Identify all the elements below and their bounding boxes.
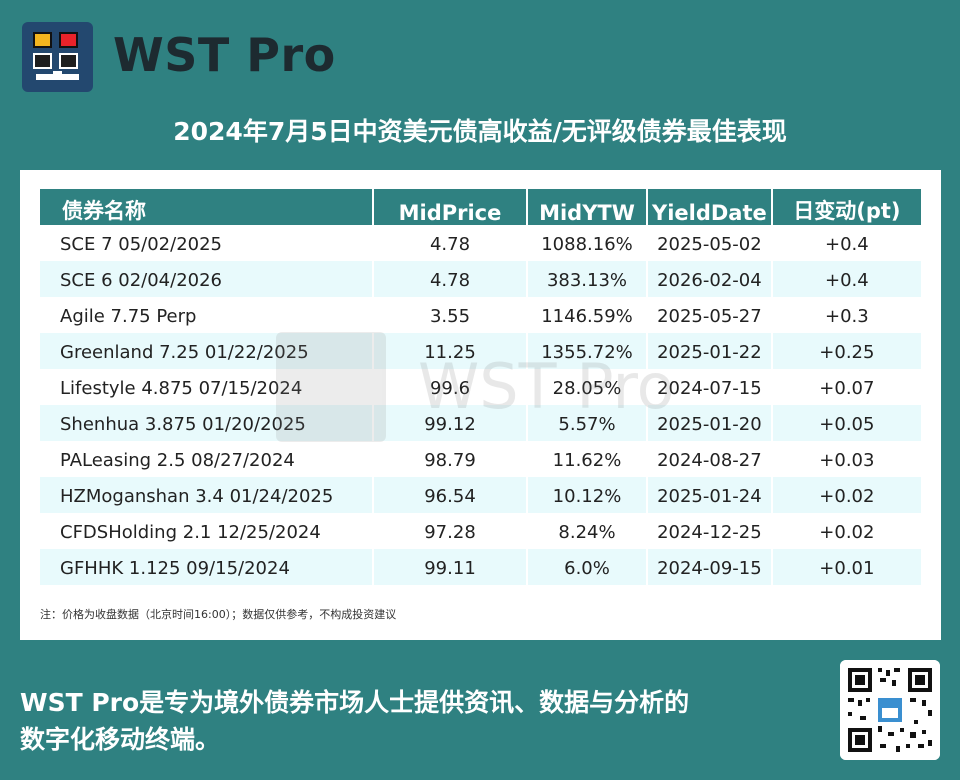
cell-yield-date: 2025-05-02 — [648, 225, 773, 261]
cell-bond-name: Agile 7.75 Perp — [40, 297, 374, 333]
cell-bond-name: GFHHK 1.125 09/15/2024 — [40, 549, 374, 585]
table-row: Agile 7.75 Perp 3.55 1146.59% 2025-05-27… — [40, 297, 921, 333]
cell-bond-name: Greenland 7.25 01/22/2025 — [40, 333, 374, 369]
header-daily-change: 日变动(pt) — [772, 189, 921, 225]
bond-table: 债券名称 MidPrice MidYTW YieldDate 日变动(pt) S… — [40, 189, 921, 585]
cell-daily-change: +0.01 — [772, 549, 921, 585]
cell-bond-name: PALeasing 2.5 08/27/2024 — [40, 441, 374, 477]
cell-yield-date: 2025-01-20 — [648, 405, 773, 441]
table-row: Greenland 7.25 01/22/2025 11.25 1355.72%… — [40, 333, 921, 369]
table-header-row: 债券名称 MidPrice MidYTW YieldDate 日变动(pt) — [40, 189, 921, 225]
cell-mid-price: 96.54 — [374, 477, 528, 513]
header-yield-date: YieldDate — [648, 189, 773, 225]
cell-daily-change: +0.02 — [772, 477, 921, 513]
cell-daily-change: +0.02 — [819, 521, 875, 543]
cell-bond-name: HZMoganshan 3.4 01/24/2025 — [40, 477, 374, 513]
cell-mid-price: 99.6 — [374, 369, 528, 405]
cell-mid-ytw: 1146.59% — [528, 297, 648, 333]
cell-mid-price: 4.78 — [374, 225, 528, 261]
cell-daily-change: +0.03 — [819, 449, 875, 471]
brand-logo-icon — [22, 22, 93, 92]
table-row: PALeasing 2.5 08/27/2024 98.79 11.62% 20… — [40, 441, 921, 477]
table-row: Lifestyle 4.875 07/15/2024 99.6 28.05% 2… — [40, 369, 921, 405]
table-row: GFHHK 1.125 09/15/2024 99.11 6.0% 2024-0… — [40, 549, 921, 585]
header-bond-name: 债券名称 — [40, 189, 374, 225]
cell-daily-change: +0.25 — [772, 333, 921, 369]
cell-bond-name: Lifestyle 4.875 07/15/2024 — [40, 369, 374, 405]
cell-yield-date: 2026-02-04 — [648, 261, 773, 297]
cell-daily-change: +0.4 — [825, 233, 869, 255]
cell-mid-ytw: 8.24% — [528, 513, 648, 549]
cell-mid-price: 3.55 — [374, 297, 528, 333]
table-row: Shenhua 3.875 01/20/2025 99.12 5.57% 202… — [40, 405, 921, 441]
cell-mid-ytw: 1355.72% — [528, 333, 648, 369]
cell-yield-date: 2024-12-25 — [648, 513, 773, 549]
cell-mid-ytw: 10.12% — [528, 477, 648, 513]
cell-daily-change: +0.3 — [825, 305, 869, 327]
cell-yield-date: 2025-05-27 — [648, 297, 773, 333]
cell-mid-ytw: 28.05% — [528, 369, 648, 405]
cell-yield-date: 2025-01-22 — [648, 333, 773, 369]
footer-line-1: WST Pro是专为境外债券市场人士提供资讯、数据与分析的 — [20, 688, 690, 717]
cell-yield-date: 2024-09-15 — [648, 549, 773, 585]
page-title: 2024年7月5日中资美元债高收益/无评级债券最佳表现 — [173, 117, 787, 146]
disclaimer-note: 注：价格为收盘数据（北京时间16:00）；数据仅供参考，不构成投资建议 — [40, 608, 397, 621]
cell-yield-date: 2024-07-15 — [648, 369, 773, 405]
footer-line-2: 数字化移动终端。 — [20, 725, 221, 754]
cell-mid-price: 99.12 — [374, 405, 528, 441]
header-mid-ytw: MidYTW — [528, 189, 648, 225]
cell-daily-change: +0.4 — [772, 261, 921, 297]
cell-mid-ytw: 383.13% — [528, 261, 648, 297]
cell-mid-price: 98.79 — [374, 441, 528, 477]
cell-mid-ytw: 1088.16% — [528, 225, 648, 261]
cell-mid-ytw: 6.0% — [528, 549, 648, 585]
cell-yield-date: 2025-01-24 — [648, 477, 773, 513]
cell-mid-price: 99.11 — [374, 549, 528, 585]
cell-daily-change: +0.05 — [772, 405, 921, 441]
table-row: HZMoganshan 3.4 01/24/2025 96.54 10.12% … — [40, 477, 921, 513]
header-mid-price: MidPrice — [374, 189, 528, 225]
cell-yield-date: 2024-08-27 — [648, 441, 773, 477]
table-row: SCE 6 02/04/2026 4.78 383.13% 2026-02-04… — [40, 261, 921, 297]
brand-name: WST Pro — [113, 28, 336, 82]
table-row: SCE 7 05/02/2025 4.78 1088.16% 2025-05-0… — [40, 225, 921, 261]
cell-mid-price: 4.78 — [374, 261, 528, 297]
table-panel: 债券名称 MidPrice MidYTW YieldDate 日变动(pt) S… — [20, 170, 941, 640]
cell-mid-price: 97.28 — [374, 513, 528, 549]
cell-bond-name: CFDSHolding 2.1 12/25/2024 — [40, 513, 374, 549]
cell-mid-ytw: 5.57% — [528, 405, 648, 441]
cell-bond-name: SCE 7 05/02/2025 — [40, 225, 374, 261]
table-row: CFDSHolding 2.1 12/25/2024 97.28 8.24% 2… — [40, 513, 921, 549]
cell-bond-name: Shenhua 3.875 01/20/2025 — [40, 405, 374, 441]
qr-code-icon — [840, 660, 940, 760]
footer-tagline: WST Pro是专为境外债券市场人士提供资讯、数据与分析的 数字化移动终端。 — [20, 684, 820, 758]
cell-mid-price: 11.25 — [374, 333, 528, 369]
cell-daily-change: +0.07 — [819, 377, 875, 399]
cell-bond-name: SCE 6 02/04/2026 — [40, 261, 374, 297]
cell-mid-ytw: 11.62% — [528, 441, 648, 477]
